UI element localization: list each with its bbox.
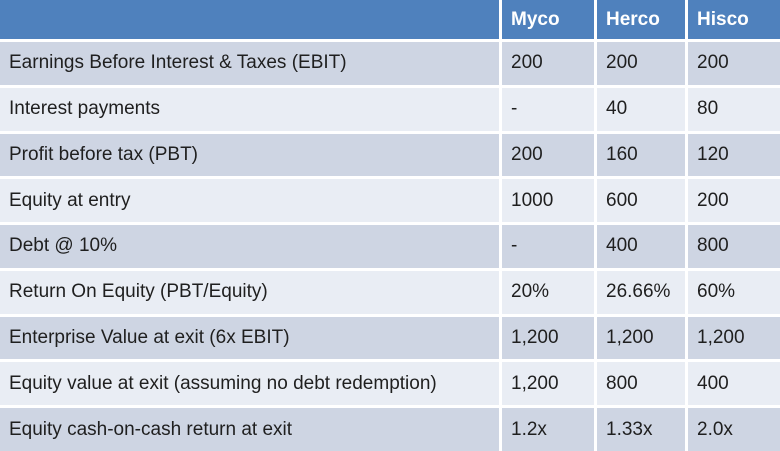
row-label: Equity value at exit (assuming no debt r… (0, 362, 499, 406)
cell-value: 800 (688, 225, 780, 268)
row-label: Equity at entry (0, 179, 499, 223)
row-label: Return On Equity (PBT/Equity) (0, 270, 499, 314)
cell-value: 1,200 (502, 362, 594, 406)
cell-value: 400 (597, 225, 685, 268)
cell-value: 120 (688, 133, 780, 177)
cell-value: 200 (502, 42, 594, 85)
cell-value: 80 (688, 87, 780, 131)
cell-value: 2.0x (688, 408, 780, 451)
cell-value: 400 (688, 362, 780, 406)
row-label: Interest payments (0, 87, 499, 131)
cell-value: 800 (597, 362, 685, 406)
column-header: Herco (597, 0, 685, 39)
cell-value: 200 (688, 179, 780, 223)
cell-value: - (502, 87, 594, 131)
cell-value: 20% (502, 270, 594, 314)
header-corner-cell (0, 0, 499, 39)
cell-value: 160 (597, 133, 685, 177)
column-header: Hisco (688, 0, 780, 39)
cell-value: 40 (597, 87, 685, 131)
column-header: Myco (502, 0, 594, 39)
cell-value: 1.33x (597, 408, 685, 451)
cell-value: - (502, 225, 594, 268)
cell-value: 200 (688, 42, 780, 85)
cell-value: 26.66% (597, 270, 685, 314)
cell-value: 600 (597, 179, 685, 223)
cell-value: 1,200 (502, 316, 594, 360)
cell-value: 200 (597, 42, 685, 85)
cell-value: 60% (688, 270, 780, 314)
cell-value: 1,200 (688, 316, 780, 360)
cell-value: 1,200 (597, 316, 685, 360)
cell-value: 1000 (502, 179, 594, 223)
cell-value: 200 (502, 133, 594, 177)
row-label: Enterprise Value at exit (6x EBIT) (0, 316, 499, 360)
row-label: Debt @ 10% (0, 225, 499, 268)
row-label: Equity cash-on-cash return at exit (0, 408, 499, 451)
row-label: Earnings Before Interest & Taxes (EBIT) (0, 42, 499, 85)
cell-value: 1.2x (502, 408, 594, 451)
row-label: Profit before tax (PBT) (0, 133, 499, 177)
